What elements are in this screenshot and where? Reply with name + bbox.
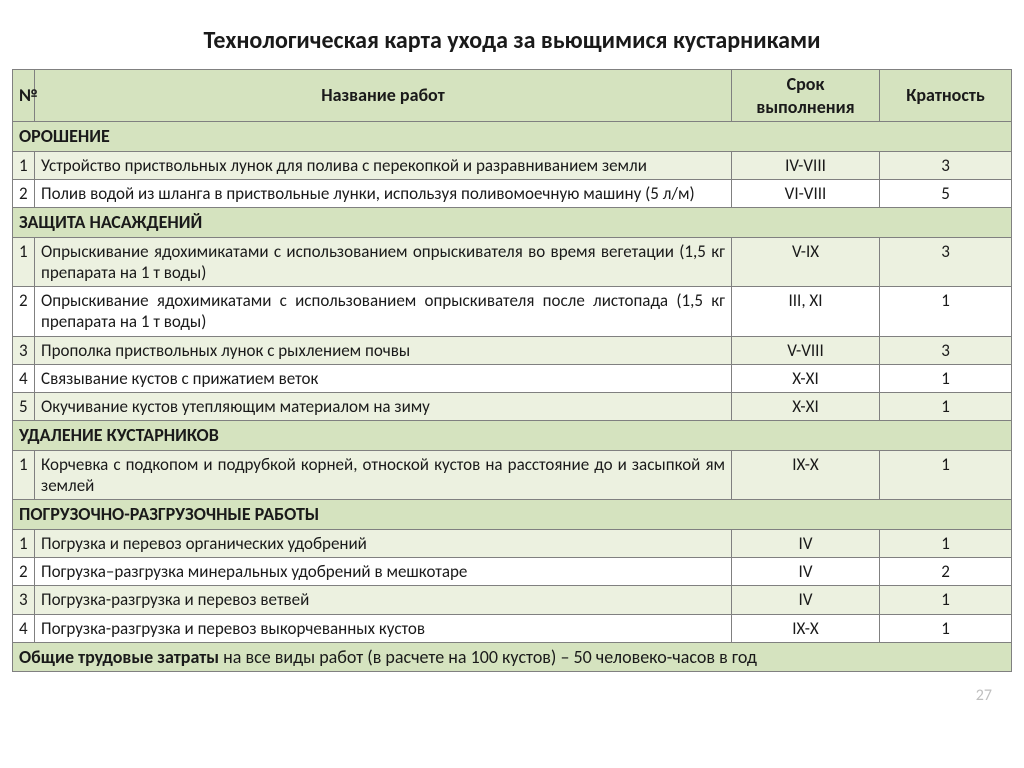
cell-work: Погрузка–разгрузка минеральных удобрений…	[35, 558, 732, 586]
section-header: ЗАЩИТА НАСАЖДЕНИЙ	[13, 208, 1012, 238]
cell-mult: 3	[880, 151, 1012, 179]
col-num: №	[13, 70, 35, 122]
cell-work: Полив водой из шланга в приствольные лун…	[35, 179, 732, 207]
table-header-row: № Название работ Срок выполнения Кратнос…	[13, 70, 1012, 122]
section-header: ОРОШЕНИЕ	[13, 122, 1012, 152]
section-header: ПОГРУЗОЧНО-РАЗГРУЗОЧНЫЕ РАБОТЫ	[13, 500, 1012, 530]
table-row: 4Погрузка-разгрузка и перевоз выкорчеван…	[13, 614, 1012, 642]
cell-num: 1	[13, 529, 35, 557]
cell-work: Опрыскивание ядохимикатами с использован…	[35, 237, 732, 287]
cell-term: IV	[732, 558, 880, 586]
section-header: УДАЛЕНИЕ КУСТАРНИКОВ	[13, 421, 1012, 451]
section-name: УДАЛЕНИЕ КУСТАРНИКОВ	[13, 421, 1012, 451]
cell-num: 4	[13, 364, 35, 392]
cell-term: III, XI	[732, 287, 880, 337]
cell-term: IX-X	[732, 450, 880, 500]
page-title: Технологическая карта ухода за вьющимися…	[12, 26, 1012, 55]
cell-mult: 1	[880, 450, 1012, 500]
summary-row: Общие трудовые затраты на все виды работ…	[13, 642, 1012, 672]
table-row: 1Корчевка с подкопом и подрубкой корней,…	[13, 450, 1012, 500]
page-number: 27	[12, 672, 1012, 705]
cell-mult: 1	[880, 586, 1012, 614]
table-row: 2Погрузка–разгрузка минеральных удобрени…	[13, 558, 1012, 586]
table-row: 1Опрыскивание ядохимикатами с использова…	[13, 237, 1012, 287]
col-work: Название работ	[35, 70, 732, 122]
cell-work: Связывание кустов с прижатием веток	[35, 364, 732, 392]
table-row: 1Погрузка и перевоз органических удобрен…	[13, 529, 1012, 557]
cell-mult: 1	[880, 287, 1012, 337]
table-row: 3Погрузка-разгрузка и перевоз ветвейIV1	[13, 586, 1012, 614]
section-name: ПОГРУЗОЧНО-РАЗГРУЗОЧНЫЕ РАБОТЫ	[13, 500, 1012, 530]
cell-term: X-XI	[732, 364, 880, 392]
cell-work: Погрузка-разгрузка и перевоз выкорчеванн…	[35, 614, 732, 642]
cell-work: Корчевка с подкопом и подрубкой корней, …	[35, 450, 732, 500]
tech-card-table: № Название работ Срок выполнения Кратнос…	[12, 69, 1012, 672]
cell-work: Опрыскивание ядохимикатами с использован…	[35, 287, 732, 337]
table-row: 3Прополка приствольных лунок с рыхлением…	[13, 336, 1012, 364]
table-row: 4Связывание кустов с прижатием ветокX-XI…	[13, 364, 1012, 392]
table-row: 2Опрыскивание ядохимикатами с использова…	[13, 287, 1012, 337]
cell-num: 2	[13, 179, 35, 207]
cell-work: Погрузка и перевоз органических удобрени…	[35, 529, 732, 557]
col-mult: Кратность	[880, 70, 1012, 122]
cell-work: Устройство приствольных лунок для полива…	[35, 151, 732, 179]
summary-cell: Общие трудовые затраты на все виды работ…	[13, 642, 1012, 672]
cell-num: 3	[13, 586, 35, 614]
cell-mult: 3	[880, 237, 1012, 287]
cell-num: 1	[13, 151, 35, 179]
cell-term: X-XI	[732, 393, 880, 421]
cell-mult: 3	[880, 336, 1012, 364]
table-row: 2Полив водой из шланга в приствольные лу…	[13, 179, 1012, 207]
cell-num: 3	[13, 336, 35, 364]
cell-term: IX-X	[732, 614, 880, 642]
cell-term: IV	[732, 529, 880, 557]
summary-bold: Общие трудовые затраты	[19, 646, 219, 668]
cell-num: 5	[13, 393, 35, 421]
table-row: 1Устройство приствольных лунок для полив…	[13, 151, 1012, 179]
cell-work: Погрузка-разгрузка и перевоз ветвей	[35, 586, 732, 614]
cell-term: V-IX	[732, 237, 880, 287]
cell-mult: 5	[880, 179, 1012, 207]
cell-num: 1	[13, 237, 35, 287]
cell-num: 2	[13, 287, 35, 337]
table-row: 5Окучивание кустов утепляющим материалом…	[13, 393, 1012, 421]
cell-work: Окучивание кустов утепляющим материалом …	[35, 393, 732, 421]
section-name: ЗАЩИТА НАСАЖДЕНИЙ	[13, 208, 1012, 238]
cell-term: IV	[732, 586, 880, 614]
col-term: Срок выполнения	[732, 70, 880, 122]
cell-term: IV-VIII	[732, 151, 880, 179]
summary-rest: на все виды работ (в расчете на 100 куст…	[219, 646, 757, 668]
cell-mult: 1	[880, 614, 1012, 642]
cell-work: Прополка приствольных лунок с рыхлением …	[35, 336, 732, 364]
cell-mult: 2	[880, 558, 1012, 586]
section-name: ОРОШЕНИЕ	[13, 122, 1012, 152]
cell-mult: 1	[880, 393, 1012, 421]
cell-mult: 1	[880, 364, 1012, 392]
cell-num: 4	[13, 614, 35, 642]
cell-term: V-VIII	[732, 336, 880, 364]
cell-term: VI-VIII	[732, 179, 880, 207]
cell-num: 2	[13, 558, 35, 586]
cell-num: 1	[13, 450, 35, 500]
cell-mult: 1	[880, 529, 1012, 557]
